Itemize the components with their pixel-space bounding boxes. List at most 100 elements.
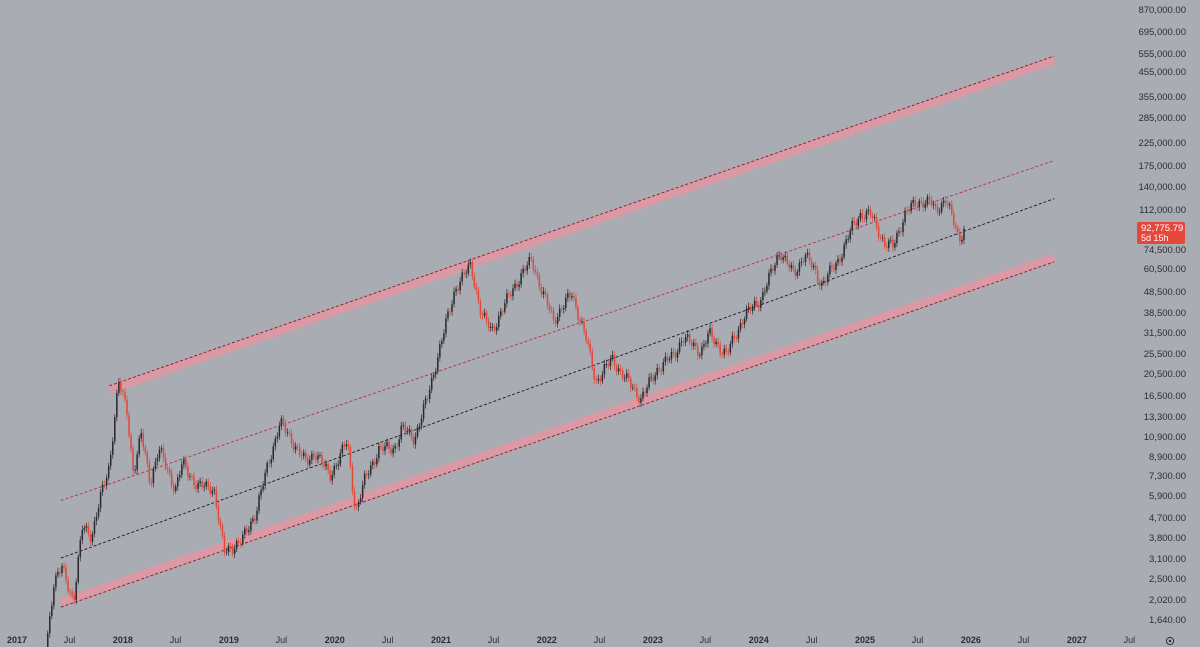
candle <box>168 466 171 477</box>
month-tick-label: Jul <box>594 635 606 645</box>
candle <box>963 225 965 245</box>
candle <box>191 473 193 480</box>
candle <box>879 234 882 241</box>
candle <box>642 387 644 402</box>
candle <box>794 265 797 281</box>
candle <box>607 361 610 370</box>
candle <box>349 444 352 469</box>
candle <box>424 395 427 409</box>
candle <box>664 352 667 366</box>
candle <box>298 443 301 459</box>
candle <box>690 339 693 351</box>
candle <box>567 288 569 302</box>
candle <box>335 462 338 470</box>
candle <box>936 202 939 216</box>
candle <box>851 217 854 235</box>
month-tick-label: Jul <box>382 635 394 645</box>
candle <box>703 339 705 351</box>
candle <box>461 268 463 286</box>
candle <box>595 375 598 385</box>
candle <box>302 449 305 460</box>
candle <box>656 363 658 380</box>
candle <box>587 336 589 348</box>
candle <box>345 439 348 450</box>
candle <box>185 454 187 470</box>
candle <box>747 302 750 313</box>
candle <box>926 193 929 208</box>
price-tick-label: 140,000.00 <box>1138 182 1186 193</box>
candle <box>79 536 82 562</box>
candle <box>195 480 197 492</box>
candle <box>928 192 931 205</box>
price-tick-label: 695,000.00 <box>1138 27 1186 38</box>
candle <box>239 538 242 548</box>
candle <box>134 465 136 474</box>
candle <box>97 504 100 520</box>
candle <box>158 446 161 462</box>
candle <box>258 492 260 515</box>
candle <box>536 268 539 280</box>
price-tick-label: 13,300.00 <box>1144 412 1186 423</box>
candle <box>382 443 384 455</box>
candle <box>491 322 494 332</box>
month-tick-label: Jul <box>170 635 182 645</box>
candle <box>565 293 567 312</box>
time-axis[interactable]: 2017 Jul 2018 Jul 2019 Jul 2020 Jul 2021 Jul 2022 J… <box>7 635 1135 645</box>
candle <box>892 235 894 252</box>
candle <box>177 473 179 491</box>
candle <box>823 276 825 286</box>
candle <box>591 347 593 371</box>
candle <box>495 323 498 335</box>
candle <box>430 373 433 394</box>
upper-band-edge <box>109 55 1055 387</box>
candle <box>961 235 963 245</box>
candle <box>132 444 134 475</box>
lower-band <box>59 253 1056 608</box>
candle <box>820 279 823 290</box>
candle <box>233 544 236 559</box>
candle <box>922 197 925 213</box>
candle <box>585 328 587 344</box>
settings-icon[interactable] <box>1165 636 1175 646</box>
candle <box>552 306 555 325</box>
candle <box>142 428 145 452</box>
candle <box>105 474 108 490</box>
candle <box>428 385 431 404</box>
candle <box>449 308 451 316</box>
candle <box>432 372 435 381</box>
candle <box>575 293 577 311</box>
candle <box>782 254 784 264</box>
candle <box>359 494 362 505</box>
candle <box>481 310 484 320</box>
candle <box>955 221 957 232</box>
candle <box>235 538 238 553</box>
candle <box>61 563 63 577</box>
candle <box>725 344 728 356</box>
candle <box>118 377 120 396</box>
candle <box>800 257 803 267</box>
candle <box>764 287 766 297</box>
candle <box>329 466 331 483</box>
candle <box>938 207 941 217</box>
candle <box>199 477 201 487</box>
candle <box>477 287 480 305</box>
candle <box>114 414 116 445</box>
candle <box>908 206 910 216</box>
candle <box>439 340 441 362</box>
candle <box>57 567 59 579</box>
price-tick-label: 1,640.00 <box>1149 615 1186 626</box>
candle <box>331 470 333 485</box>
candle <box>916 202 919 211</box>
month-tick-label: Jul <box>64 635 76 645</box>
candle <box>625 368 628 382</box>
candle <box>510 291 512 300</box>
candle <box>372 458 374 470</box>
candle <box>262 481 264 493</box>
candle <box>69 588 71 597</box>
candle <box>451 299 453 316</box>
price-axis[interactable]: 870,000.00 695,000.00 555,000.00 455,000.00… <box>1138 5 1186 626</box>
candle <box>412 433 415 449</box>
candle <box>154 457 157 472</box>
candle <box>493 324 496 334</box>
candle <box>435 367 437 379</box>
